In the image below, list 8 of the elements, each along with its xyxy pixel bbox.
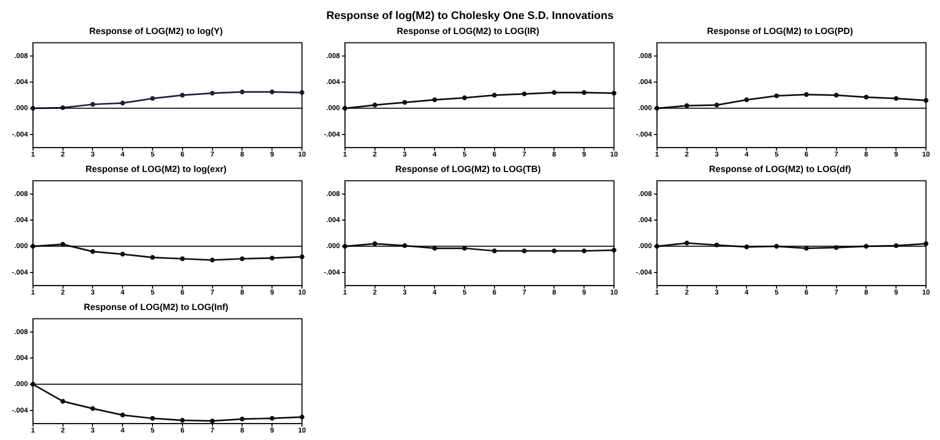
- chart-title: Response of LOG(M2) to LOG(IR): [396, 26, 540, 36]
- chart-title: Response of LOG(M2) to LOG(Inf): [84, 302, 228, 312]
- chart-title: Response of LOG(M2) to log(exr): [85, 164, 227, 174]
- chart-title: Response of LOG(M2) to LOG(PD): [707, 26, 853, 36]
- chart-title: Response of LOG(M2) to LOG(TB): [395, 164, 541, 174]
- chart-title: Response of LOG(M2) to LOG(df): [709, 164, 851, 174]
- text: Response of log(M2) to Cholesky One S.D. Innovations: [325, 9, 615, 24]
- chart-title: Response of LOG(M2) to log(Y): [89, 26, 223, 36]
